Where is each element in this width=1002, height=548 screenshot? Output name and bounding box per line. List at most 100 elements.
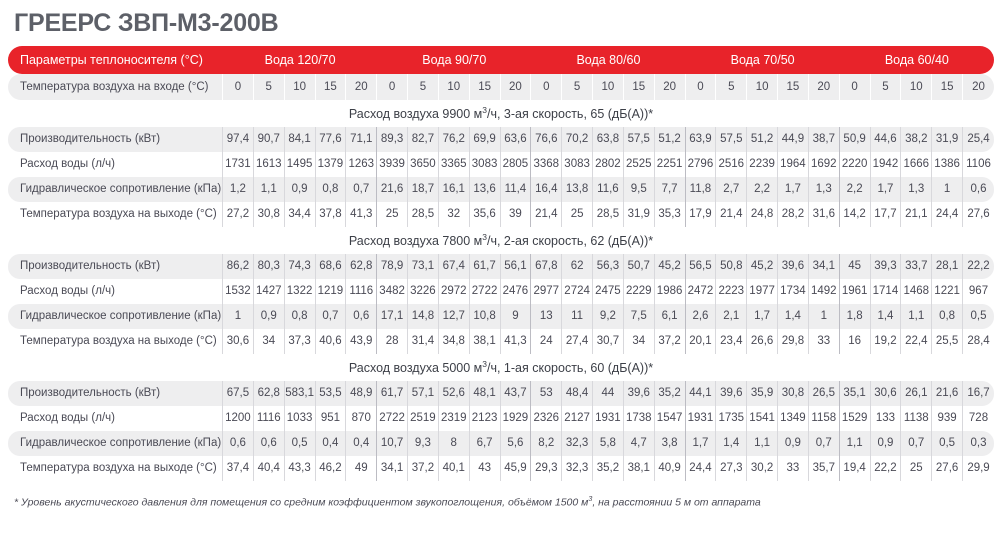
data-cell: 31,6 — [808, 201, 840, 227]
data-cell: 2123 — [469, 405, 501, 431]
table-row: Расход воды (л/ч) 1731 1613 1495 1379 1263 393… — [8, 151, 994, 177]
data-cell: 1,3 — [808, 176, 840, 202]
inlet-temp-cell: 15 — [778, 73, 809, 100]
row-label: Температура воздуха на выходе (°C) — [8, 328, 224, 354]
data-cell: 23,4 — [716, 328, 748, 354]
section-caption-row-3: Расход воздуха 5000 м3/ч, 1-ая скорость,… — [8, 353, 994, 381]
inlet-temp-cell: 20 — [808, 73, 840, 100]
data-cell: 86,2 — [223, 253, 254, 279]
data-cell: 11,6 — [593, 176, 624, 202]
data-cell: 2,2 — [747, 176, 779, 202]
data-cell: 0,7 — [901, 430, 933, 456]
data-cell: 1986 — [654, 278, 686, 304]
data-cell: 71,1 — [346, 126, 378, 152]
section-caption-suffix: /ч, 1-ая скорость, 60 (дБ(А))* — [487, 361, 654, 376]
data-cell: 0,9 — [284, 176, 316, 202]
data-cell: 1219 — [315, 278, 347, 304]
data-cell: 1734 — [778, 278, 809, 304]
data-cell: 1322 — [284, 278, 316, 304]
data-cell: 0,6 — [963, 176, 994, 202]
row-label: Гидравлическое сопротивление (кПа) — [8, 430, 224, 456]
data-cell: 2,2 — [839, 176, 871, 202]
data-cell: 9,5 — [623, 176, 655, 202]
row-label: Гидравлическое сопротивление (кПа) — [8, 176, 224, 202]
data-cell: 2223 — [716, 278, 748, 304]
data-cell: 33 — [778, 455, 809, 481]
data-cell: 16,7 — [963, 380, 994, 406]
inlet-temp-cell: 5 — [562, 73, 594, 100]
table-row: Расход воды (л/ч) 1532 1427 1322 1219 1116 348… — [8, 278, 994, 304]
data-cell: 48,4 — [562, 380, 594, 406]
data-cell: 0,5 — [932, 430, 964, 456]
row-label: Производительность (кВт) — [8, 380, 224, 406]
data-cell: 1942 — [870, 151, 902, 177]
inlet-temp-cell: 20 — [346, 73, 378, 100]
data-cell: 70,2 — [562, 126, 594, 152]
data-cell: 0,6 — [223, 430, 254, 456]
inlet-temp-cell: 5 — [870, 73, 902, 100]
data-cell: 24 — [531, 328, 563, 354]
data-cell: 63,8 — [593, 126, 624, 152]
data-cell: 1,8 — [839, 303, 871, 329]
data-cell: 1541 — [747, 405, 779, 431]
data-cell: 2239 — [747, 151, 779, 177]
data-cell: 84,1 — [284, 126, 316, 152]
data-cell: 38,7 — [808, 126, 840, 152]
data-cell: 3083 — [469, 151, 501, 177]
data-cell: 29,3 — [531, 455, 563, 481]
data-cell: 2229 — [623, 278, 655, 304]
data-cell: 13 — [531, 303, 563, 329]
data-cell: 35,2 — [654, 380, 686, 406]
data-cell: 0,9 — [870, 430, 902, 456]
table-row: Температура воздуха на выходе (°C) 27,2 30… — [8, 201, 994, 227]
data-cell: 25,4 — [963, 126, 994, 152]
data-cell: 38,2 — [901, 126, 933, 152]
inlet-temp-cell: 0 — [223, 73, 254, 100]
data-cell: 35,9 — [747, 380, 779, 406]
water-group-header-3: Вода 80/60 — [531, 45, 686, 74]
table-row: Производительность (кВт) 86,2 80,3 74,3 68,6… — [8, 253, 994, 279]
data-cell: 1,7 — [685, 430, 717, 456]
data-cell: 2472 — [685, 278, 717, 304]
page-title: ГРЕЕРС ЗВП-М3-200В — [14, 9, 279, 37]
row-label: Температура воздуха на выходе (°C) — [8, 201, 224, 227]
data-cell: 21,4 — [716, 201, 748, 227]
data-cell: 40,9 — [654, 455, 686, 481]
data-cell: 43 — [469, 455, 501, 481]
data-cell: 2251 — [654, 151, 686, 177]
data-cell: 1,4 — [870, 303, 902, 329]
data-cell: 1931 — [685, 405, 717, 431]
data-cell: 16,4 — [531, 176, 563, 202]
section-caption-prefix: Расход воздуха 5000 м — [348, 361, 483, 376]
data-cell: 30,7 — [593, 328, 624, 354]
inlet-temp-cell: 20 — [963, 73, 994, 100]
data-cell: 62,8 — [253, 380, 285, 406]
data-cell: 48,9 — [346, 380, 378, 406]
data-cell: 1,3 — [901, 176, 933, 202]
inlet-temp-cell: 10 — [747, 73, 779, 100]
data-cell: 1532 — [223, 278, 254, 304]
inlet-temp-cell: 0 — [377, 73, 409, 100]
row-label: Производительность (кВт) — [8, 126, 224, 152]
data-cell: 37,4 — [223, 455, 254, 481]
data-cell: 73,1 — [408, 253, 439, 279]
data-cell: 62,8 — [346, 253, 378, 279]
data-cell: 1263 — [346, 151, 378, 177]
section-caption-2: Расход воздуха 7800 м3/ч, 2-ая скорость,… — [8, 226, 994, 254]
data-cell: 3650 — [408, 151, 439, 177]
data-cell: 32,3 — [562, 455, 594, 481]
data-cell: 44 — [593, 380, 624, 406]
inlet-temp-cell: 15 — [623, 73, 655, 100]
data-cell: 39,6 — [778, 253, 809, 279]
data-cell: 9,3 — [408, 430, 439, 456]
data-cell: 43,7 — [500, 380, 532, 406]
water-group-header-5: Вода 60/40 — [839, 45, 994, 74]
data-cell: 32,3 — [562, 430, 594, 456]
data-cell: 1692 — [808, 151, 840, 177]
data-cell: 19,4 — [839, 455, 871, 481]
data-cell: 27,6 — [963, 201, 994, 227]
data-cell: 24,4 — [932, 201, 964, 227]
data-cell: 4,7 — [623, 430, 655, 456]
data-cell: 26,1 — [901, 380, 933, 406]
data-cell: 21,6 — [377, 176, 409, 202]
